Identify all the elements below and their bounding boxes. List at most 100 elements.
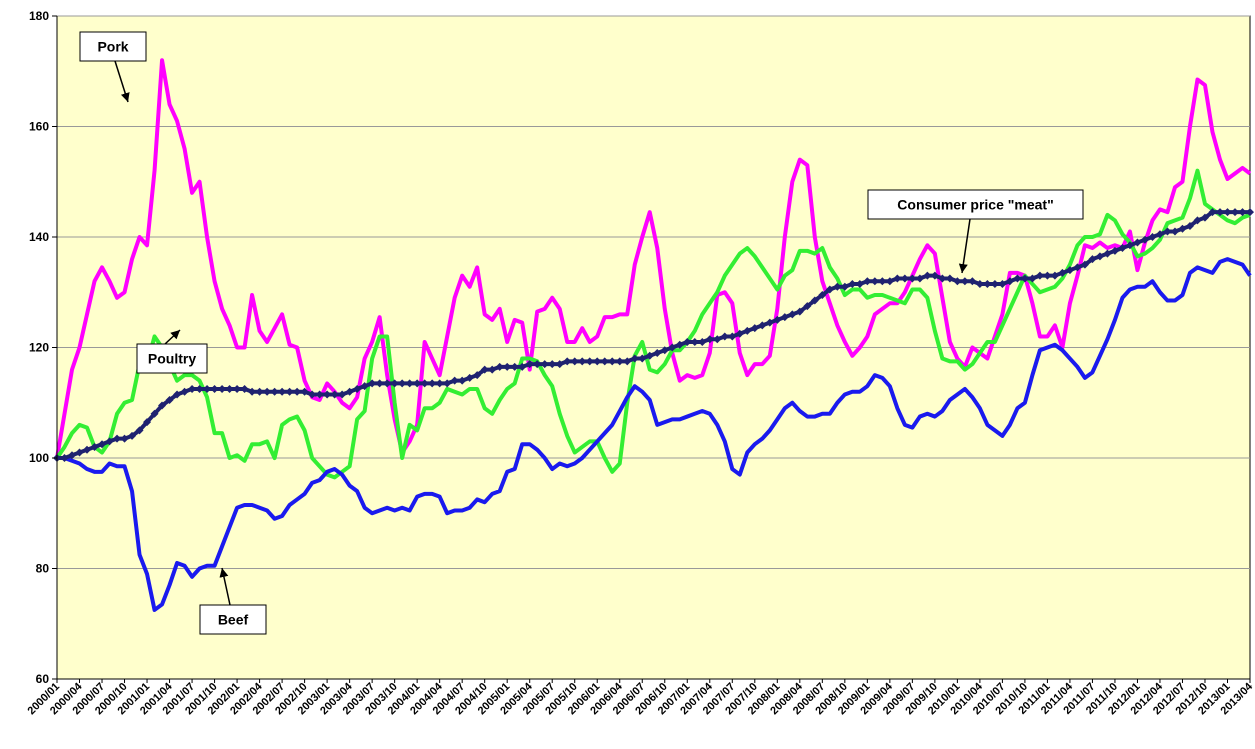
- label-box: [79, 31, 147, 62]
- series-marker: [1095, 252, 1104, 261]
- series-marker: [735, 329, 744, 338]
- series-marker: [1013, 274, 1022, 283]
- series-marker: [98, 440, 107, 449]
- series-marker: [773, 315, 782, 324]
- series-marker: [840, 282, 849, 291]
- series-marker: [375, 379, 384, 388]
- series-marker: [180, 387, 189, 396]
- series-marker: [465, 373, 474, 382]
- series-marker: [795, 307, 804, 316]
- series-marker: [585, 357, 594, 366]
- series-marker: [863, 277, 872, 286]
- series-marker: [945, 274, 954, 283]
- series-label: Poultry: [148, 351, 196, 367]
- series-marker: [503, 362, 512, 371]
- series-marker: [218, 384, 227, 393]
- series-marker: [480, 365, 489, 374]
- series-marker: [413, 379, 422, 388]
- series-marker: [1155, 230, 1164, 239]
- series-marker: [240, 384, 249, 393]
- y-tick-label: 120: [29, 341, 49, 355]
- series-marker: [458, 376, 467, 385]
- y-tick-label: 140: [29, 230, 49, 244]
- series-marker: [263, 387, 272, 396]
- series-marker: [758, 321, 767, 330]
- series-marker: [1208, 208, 1217, 217]
- series-marker: [990, 279, 999, 288]
- series-marker: [1200, 213, 1209, 222]
- series-marker: [1223, 208, 1232, 217]
- series-marker: [668, 343, 677, 352]
- series-marker: [143, 418, 152, 427]
- series-marker: [1125, 241, 1134, 250]
- series-marker: [188, 384, 197, 393]
- series-marker: [1178, 224, 1187, 233]
- series-marker: [510, 362, 519, 371]
- series-marker: [960, 277, 969, 286]
- series-marker: [495, 362, 504, 371]
- series-marker: [743, 326, 752, 335]
- series-marker: [555, 360, 564, 369]
- series-marker: [360, 382, 369, 391]
- series-marker: [930, 271, 939, 280]
- series-marker: [1020, 274, 1029, 283]
- series-marker: [780, 313, 789, 322]
- y-tick-label: 180: [29, 9, 49, 23]
- series-marker: [150, 409, 159, 418]
- series-marker: [1215, 208, 1224, 217]
- series-marker: [473, 371, 482, 380]
- series-marker: [623, 357, 632, 366]
- series-marker: [158, 401, 167, 410]
- series-marker: [660, 346, 669, 355]
- series-marker: [608, 357, 617, 366]
- series-marker: [713, 335, 722, 344]
- series-marker: [345, 387, 354, 396]
- series-label: Consumer price "meat": [897, 197, 1053, 213]
- series-marker: [803, 302, 812, 311]
- series-marker: [1065, 266, 1074, 275]
- series-marker: [300, 387, 309, 396]
- series-marker: [105, 437, 114, 446]
- series-marker: [173, 390, 182, 399]
- series-marker: [83, 445, 92, 454]
- series-marker: [750, 324, 759, 333]
- series-marker: [75, 448, 84, 457]
- series-marker: [60, 454, 69, 462]
- series-marker: [998, 279, 1007, 288]
- series-marker: [383, 379, 392, 388]
- series-marker: [900, 274, 909, 283]
- series-marker: [638, 354, 647, 363]
- series-marker: [285, 387, 294, 396]
- series-marker: [548, 360, 557, 369]
- series-marker: [195, 384, 204, 393]
- series-marker: [563, 357, 572, 366]
- series-marker: [1103, 249, 1112, 258]
- series-marker: [1110, 246, 1119, 255]
- series-marker: [908, 274, 917, 283]
- series-marker: [113, 434, 122, 443]
- series-marker: [915, 274, 924, 283]
- series-marker: [1050, 271, 1059, 280]
- series-marker: [368, 379, 377, 388]
- series-marker: [128, 431, 137, 440]
- series-marker: [615, 357, 624, 366]
- series-marker: [233, 384, 242, 393]
- series-marker: [68, 451, 77, 460]
- series-marker: [390, 379, 399, 388]
- series-line: [57, 257, 1252, 612]
- series-marker: [540, 360, 549, 369]
- series-marker: [405, 379, 414, 388]
- series-marker: [923, 271, 932, 280]
- series-marker: [885, 277, 894, 286]
- series-marker: [428, 379, 437, 388]
- series-marker: [765, 318, 774, 327]
- series-marker: [698, 337, 707, 346]
- series-marker: [1005, 277, 1014, 286]
- series-marker: [1238, 208, 1247, 217]
- series-marker: [308, 390, 317, 399]
- series-marker: [593, 357, 602, 366]
- y-tick-label: 160: [29, 120, 49, 134]
- series-marker: [525, 360, 534, 369]
- series-marker: [1118, 244, 1127, 253]
